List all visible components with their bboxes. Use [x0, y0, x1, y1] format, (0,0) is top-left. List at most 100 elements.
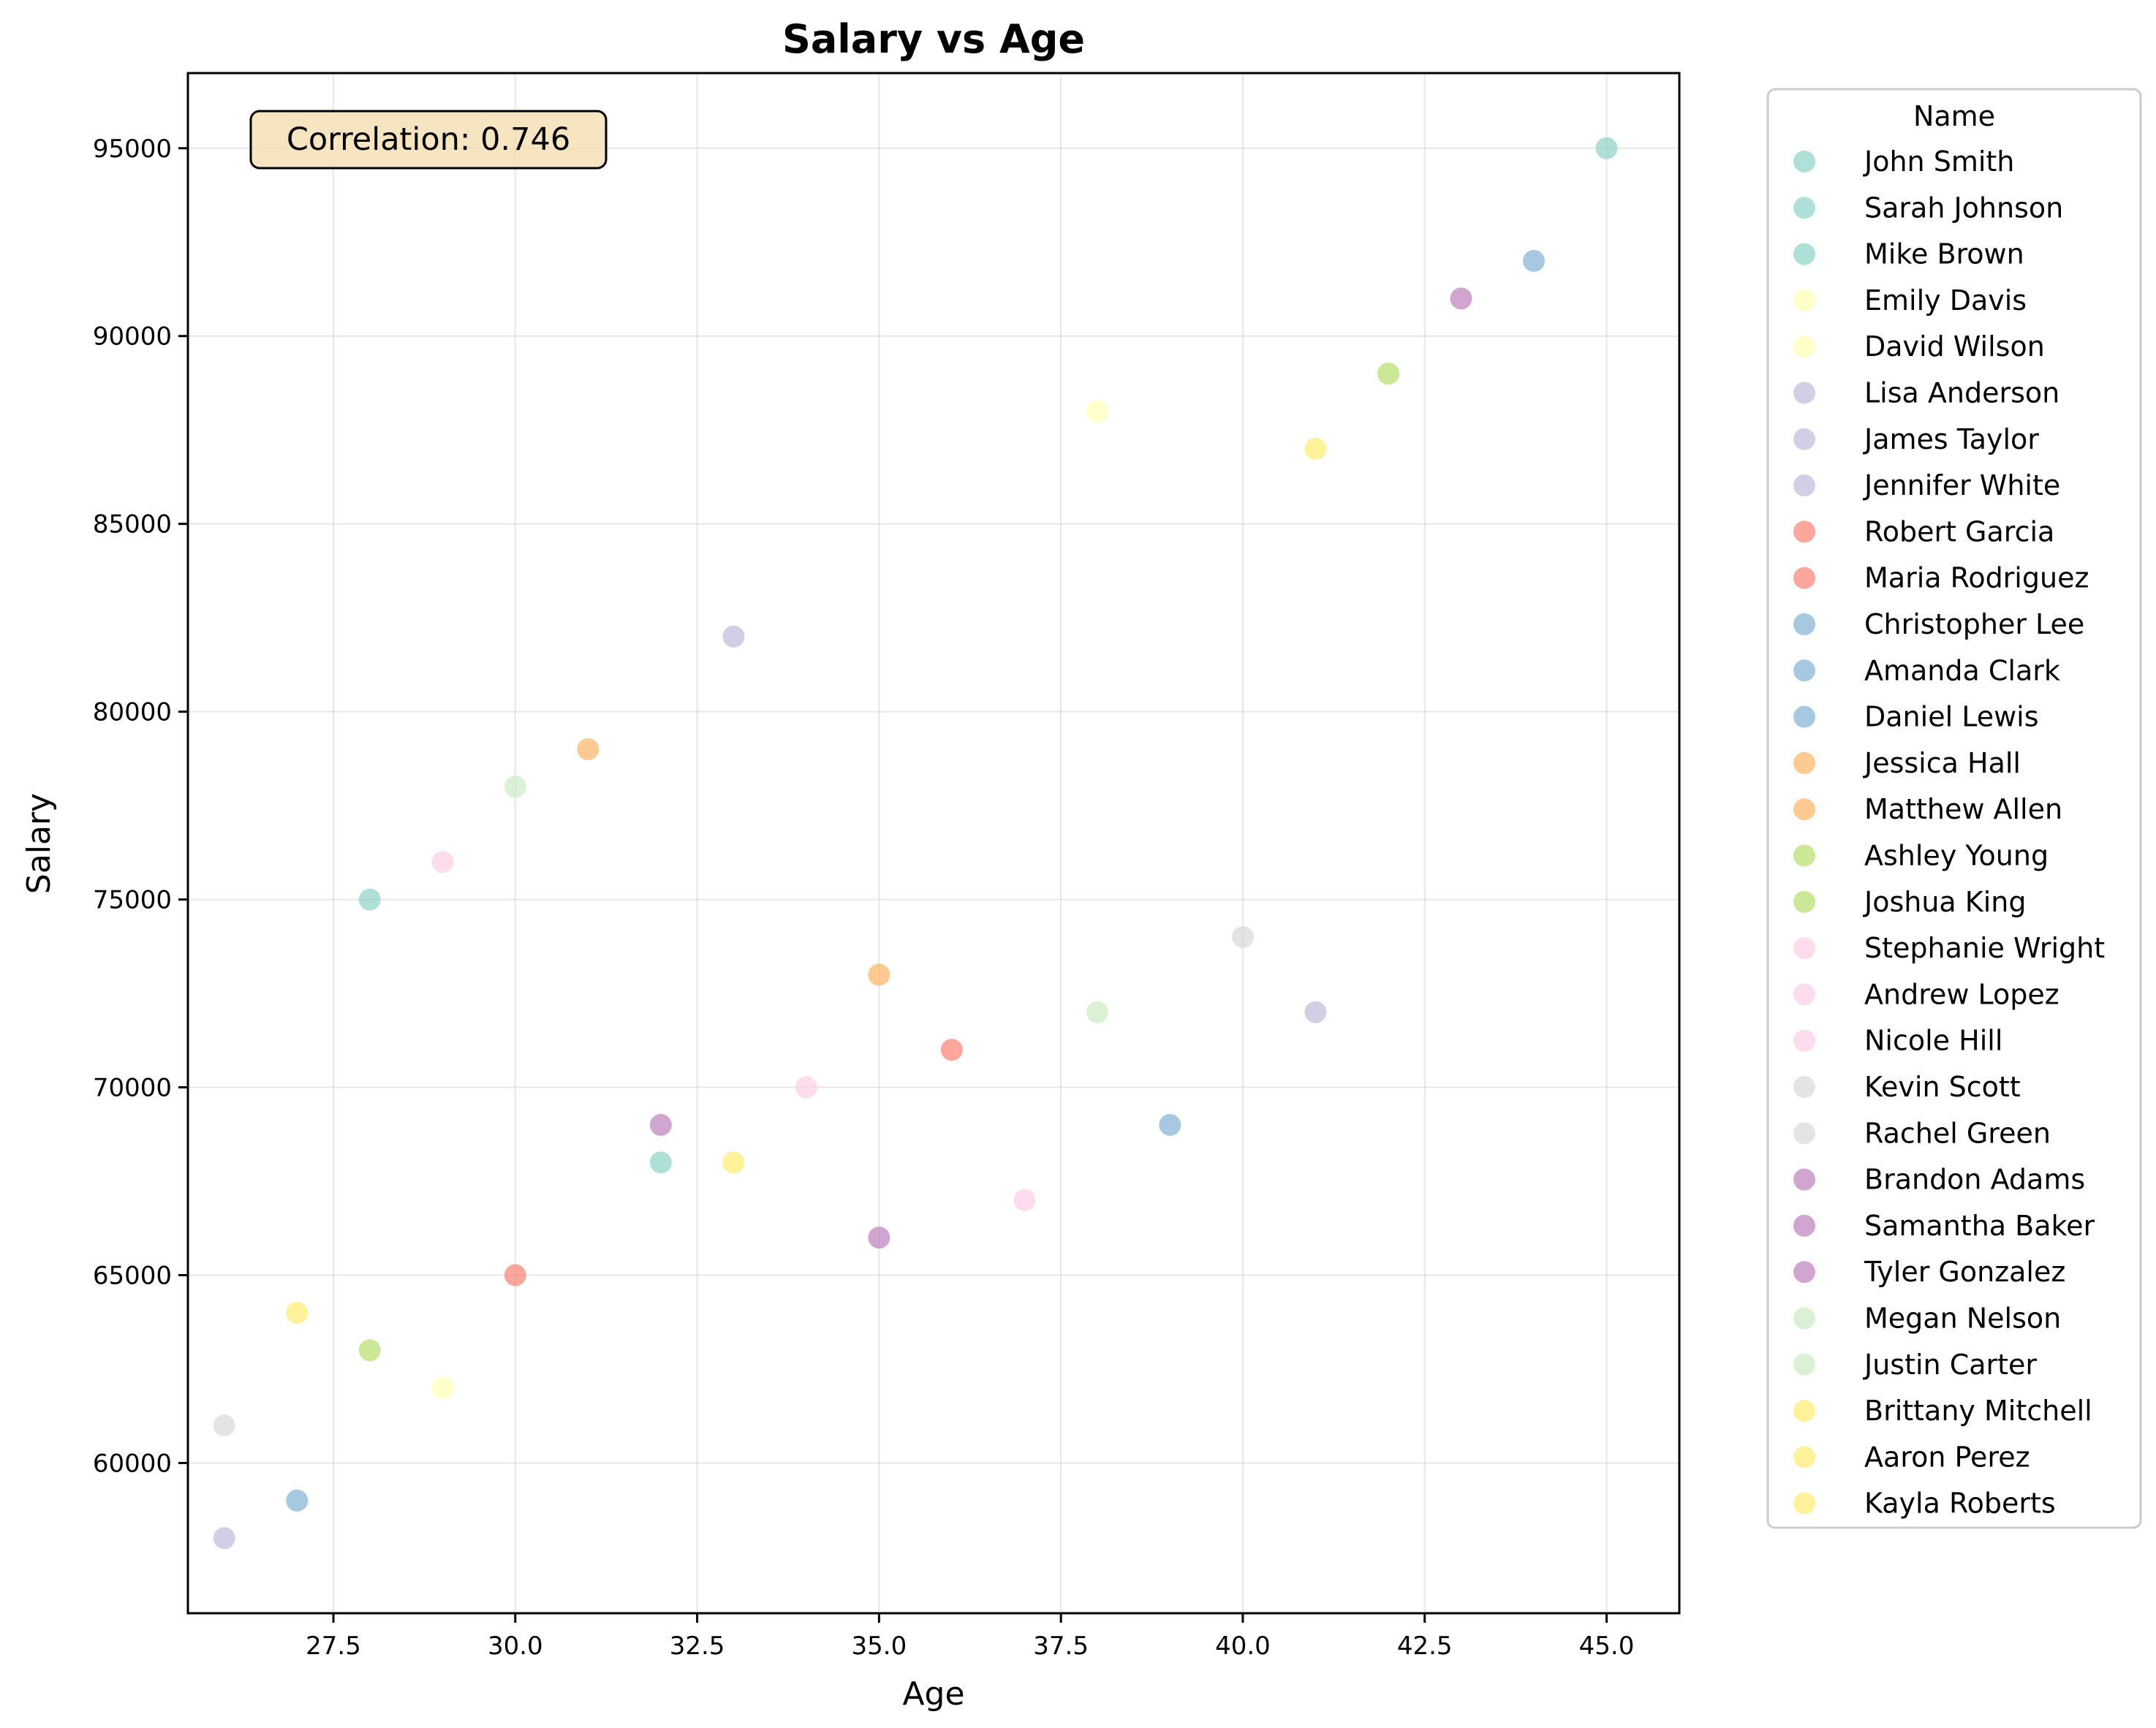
data-point: [1086, 400, 1108, 422]
chart-title: Salary vs Age: [782, 16, 1085, 62]
legend-label: Jessica Hall: [1863, 747, 2021, 779]
legend-label: Brandon Adams: [1864, 1164, 2085, 1196]
legend-label: John Smith: [1863, 145, 2014, 178]
legend-marker: [1793, 659, 1815, 682]
legend-marker: [1793, 1168, 1815, 1191]
y-tick-label: 75000: [93, 886, 172, 915]
data-point: [213, 1527, 235, 1550]
data-point: [1377, 363, 1399, 385]
legend-label: Brittany Mitchell: [1864, 1395, 2092, 1427]
data-point: [358, 1339, 381, 1362]
y-tick-label: 85000: [93, 510, 172, 539]
grid-lines: [188, 73, 1679, 1613]
x-axis-label: Age: [902, 1675, 964, 1713]
data-point: [940, 1039, 963, 1061]
data-point: [1231, 925, 1254, 948]
legend-label: Matthew Allen: [1864, 793, 2062, 825]
x-tick-label: 30.0: [488, 1632, 543, 1661]
legend-label: James Taylor: [1863, 423, 2039, 455]
legend-marker: [1793, 520, 1815, 543]
x-tick-label: 32.5: [670, 1632, 725, 1661]
legend-label: Aaron Perez: [1864, 1441, 2030, 1473]
legend-label: Mike Brown: [1864, 238, 2024, 270]
legend-label: Rachel Green: [1864, 1117, 2051, 1149]
legend-label: Maria Rodriguez: [1864, 562, 2089, 594]
y-tick-label: 90000: [93, 322, 172, 352]
legend-marker: [1793, 428, 1815, 450]
x-axis-ticks: 27.5 30.0 32.5 35.0 37.5 40.0 42.5 45.0: [306, 1613, 1634, 1661]
data-point: [504, 776, 526, 798]
legend-marker: [1793, 890, 1815, 913]
data-point: [722, 1151, 745, 1174]
y-axis-label: Salary: [20, 793, 58, 894]
data-point: [1013, 1189, 1036, 1211]
data-point: [722, 625, 745, 648]
legend-label: Amanda Clark: [1864, 654, 2060, 686]
legend-label: Andrew Lopez: [1864, 978, 2059, 1010]
y-axis-ticks: 60000 65000 70000 75000 80000 85000 90000 95000: [93, 134, 188, 1478]
legend-marker: [1793, 983, 1815, 1006]
legend-marker: [1793, 705, 1815, 728]
legend-label: Justin Carter: [1863, 1349, 2037, 1381]
y-tick-label: 80000: [93, 698, 172, 727]
data-point: [868, 1227, 890, 1249]
legend-marker: [1793, 937, 1815, 960]
legend-label: Stephanie Wright: [1864, 932, 2105, 964]
data-point: [213, 1414, 235, 1437]
legend-marker: [1793, 243, 1815, 265]
data-point: [1159, 1113, 1181, 1136]
legend-label: Joshua King: [1863, 886, 2026, 918]
legend-label: Samantha Baker: [1864, 1210, 2095, 1242]
legend-marker: [1793, 844, 1815, 867]
legend-marker: [1793, 1400, 1815, 1422]
legend-marker: [1793, 1029, 1815, 1052]
y-tick-label: 60000: [93, 1449, 172, 1478]
annotation-box: [249, 110, 608, 170]
data-point: [577, 738, 599, 761]
legend-label: Kevin Scott: [1864, 1071, 2021, 1103]
legend-label: Ashley Young: [1864, 840, 2049, 872]
data-point: [1086, 1001, 1108, 1023]
legend-label: Sarah Johnson: [1864, 192, 2063, 224]
legend-marker: [1793, 1307, 1815, 1330]
legend-marker: [1793, 751, 1815, 774]
legend-marker: [1793, 151, 1815, 173]
data-points: [213, 137, 1618, 1550]
legend-marker: [1793, 1353, 1815, 1376]
data-point: [504, 1264, 526, 1286]
x-tick-label: 45.0: [1579, 1632, 1635, 1661]
data-point: [649, 1151, 672, 1174]
legend-marker: [1793, 798, 1815, 821]
legend-items: John Smith Sarah Johnson Mike Brown Emily D…: [1793, 145, 2105, 1520]
legend-label: Jennifer White: [1863, 469, 2060, 501]
x-tick-label: 40.0: [1215, 1632, 1271, 1661]
y-tick-label: 70000: [93, 1074, 172, 1103]
legend-label: Lisa Anderson: [1864, 377, 2059, 409]
legend-label: Emily Davis: [1864, 284, 2027, 317]
legend-marker: [1793, 474, 1815, 497]
data-point: [431, 1376, 454, 1399]
legend-marker: [1793, 289, 1815, 311]
data-point: [1450, 287, 1472, 310]
correlation-annotation: Correlation: 0.746: [249, 110, 608, 170]
legend-marker: [1793, 613, 1815, 635]
legend-label: Daniel Lewis: [1864, 701, 2039, 733]
legend-marker: [1793, 1261, 1815, 1284]
legend-marker: [1793, 1122, 1815, 1145]
data-point: [358, 888, 381, 911]
legend-label: Megan Nelson: [1864, 1303, 2061, 1335]
legend-marker: [1793, 382, 1815, 404]
legend-marker: [1793, 197, 1815, 219]
legend-marker: [1793, 1214, 1815, 1237]
data-point: [431, 851, 454, 874]
legend-label: Nicole Hill: [1864, 1025, 2002, 1057]
legend-label: Christopher Lee: [1864, 608, 2084, 640]
legend-marker: [1793, 1492, 1815, 1515]
legend-label: Robert Garcia: [1864, 515, 2054, 547]
legend-label: Kayla Roberts: [1864, 1488, 2056, 1520]
annotation-text: Correlation: 0.746: [287, 121, 570, 158]
data-point: [868, 963, 890, 986]
legend-frame: [1766, 88, 2142, 1529]
data-point: [286, 1301, 309, 1324]
y-tick-label: 65000: [93, 1261, 172, 1290]
